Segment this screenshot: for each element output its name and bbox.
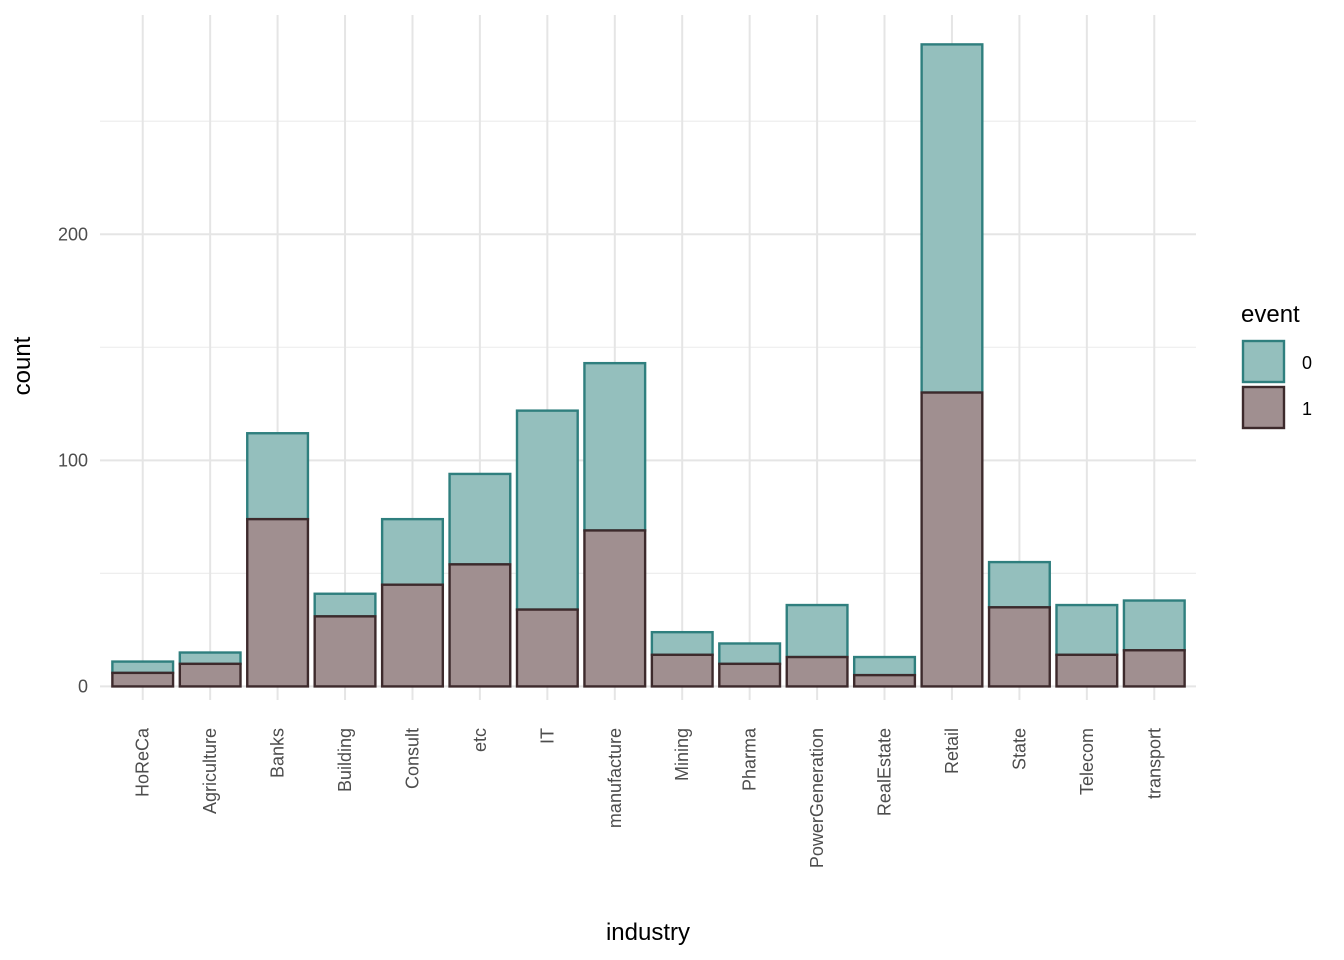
bar-event-0-Agriculture: [178, 651, 242, 666]
x-tick-label: Building: [335, 728, 355, 792]
bar-event-0-Mining: [650, 630, 714, 656]
bar-event-0-RealEstate: [852, 655, 917, 677]
legend-key-1: [1241, 385, 1286, 430]
bars: [111, 43, 1186, 688]
bar-event-1-Building: [313, 615, 377, 688]
bar-event-1-PowerGeneration: [785, 655, 849, 688]
bar-event-0-State: [987, 560, 1051, 609]
x-tick-label: Banks: [268, 728, 288, 778]
bar-event-1-Pharma: [718, 662, 782, 688]
x-tick-label: Mining: [672, 728, 692, 781]
x-tick-label: RealEstate: [875, 728, 895, 816]
bar-event-0-Telecom: [1055, 603, 1119, 656]
bar-event-0-Pharma: [718, 642, 782, 666]
bar-event-0-manufacture: [583, 361, 647, 532]
bar-event-0-Banks: [246, 432, 310, 521]
bar-event-1-State: [987, 606, 1051, 688]
bar-event-1-manufacture: [583, 529, 647, 688]
x-tick-label: Agriculture: [200, 728, 220, 814]
legend-title: event: [1241, 301, 1300, 328]
bar-event-0-transport: [1122, 599, 1186, 652]
bar-event-0-HoReCa: [111, 660, 175, 675]
bar-event-1-Retail: [920, 391, 984, 688]
bar-event-1-Telecom: [1055, 653, 1119, 688]
legend-label-1: 1: [1302, 399, 1312, 419]
y-tick-label: 0: [78, 676, 88, 696]
bar-event-0-PowerGeneration: [785, 603, 849, 659]
y-tick-label: 100: [58, 450, 88, 470]
y-tick-label: 200: [58, 224, 88, 244]
bar-event-0-etc: [448, 472, 512, 566]
bar-event-1-RealEstate: [852, 673, 917, 688]
bar-event-1-Agriculture: [178, 662, 242, 688]
x-tick-label: Pharma: [740, 727, 760, 791]
bar-event-0-Retail: [920, 43, 984, 394]
x-tick-label: PowerGeneration: [807, 728, 827, 868]
bar-event-0-IT: [515, 409, 579, 611]
y-axis-title: count: [9, 336, 36, 395]
x-tick-label: Consult: [402, 728, 422, 789]
x-tick-label: etc: [470, 728, 490, 752]
bar-event-1-IT: [515, 608, 579, 688]
x-tick-label: IT: [537, 728, 557, 744]
bar-event-0-Building: [313, 592, 377, 618]
bar-event-1-Mining: [650, 653, 714, 688]
x-tick-label: State: [1009, 728, 1029, 770]
bar-event-1-Consult: [380, 583, 445, 688]
legend: event 0 1: [1241, 301, 1312, 430]
legend-label-0: 0: [1302, 353, 1312, 373]
legend-key-0: [1241, 339, 1286, 384]
bar-event-1-HoReCa: [111, 671, 175, 688]
bar-event-0-Consult: [380, 517, 445, 586]
x-axis-ticks: HoReCa Agriculture Banks Building Consult etc…: [133, 727, 1165, 868]
x-tick-label: transport: [1144, 728, 1164, 799]
x-tick-label: manufacture: [605, 728, 625, 828]
x-tick-label: Retail: [942, 728, 962, 774]
bar-event-1-etc: [448, 563, 512, 688]
x-axis-title: industry: [606, 919, 690, 946]
y-axis-ticks: 0 100 200: [58, 224, 88, 696]
bar-event-1-transport: [1122, 649, 1186, 688]
x-tick-label: Telecom: [1077, 728, 1097, 795]
bar-event-1-Banks: [246, 517, 310, 688]
x-tick-label: HoReCa: [133, 727, 153, 797]
